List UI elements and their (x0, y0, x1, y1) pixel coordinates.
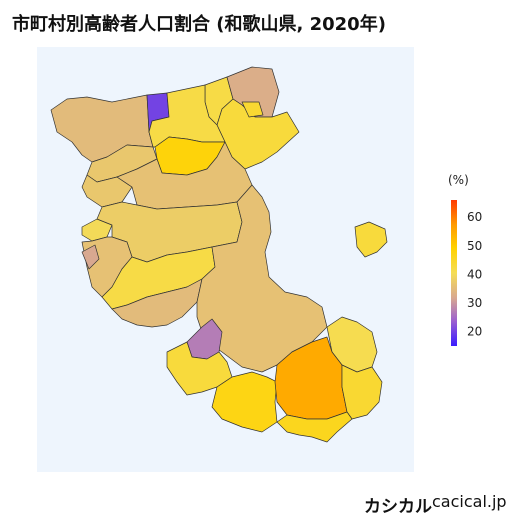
region-r26[interactable] (354, 221, 388, 258)
brand-logo: カシカル (364, 497, 432, 517)
region-r25[interactable] (276, 411, 353, 443)
prefecture-map (50, 66, 388, 443)
region-r06[interactable] (241, 101, 264, 118)
legend-tick-label: 60 (467, 210, 482, 224)
legend-tick-label: 40 (467, 267, 482, 281)
legend-color-bar (451, 200, 457, 346)
region-r24[interactable] (341, 364, 383, 420)
legend-tick-label: 20 (467, 325, 482, 339)
site-name: cacical.jp (432, 492, 507, 511)
legend-title: (%) (448, 173, 469, 187)
map-panel (37, 47, 414, 472)
legend-tick-label: 50 (467, 239, 482, 253)
region-r15[interactable] (81, 244, 100, 270)
legend-tick-label: 30 (467, 296, 482, 310)
region-r22[interactable] (211, 371, 278, 433)
page-title: 市町村別高齢者人口割合 (和歌山県, 2020年) (12, 14, 386, 35)
